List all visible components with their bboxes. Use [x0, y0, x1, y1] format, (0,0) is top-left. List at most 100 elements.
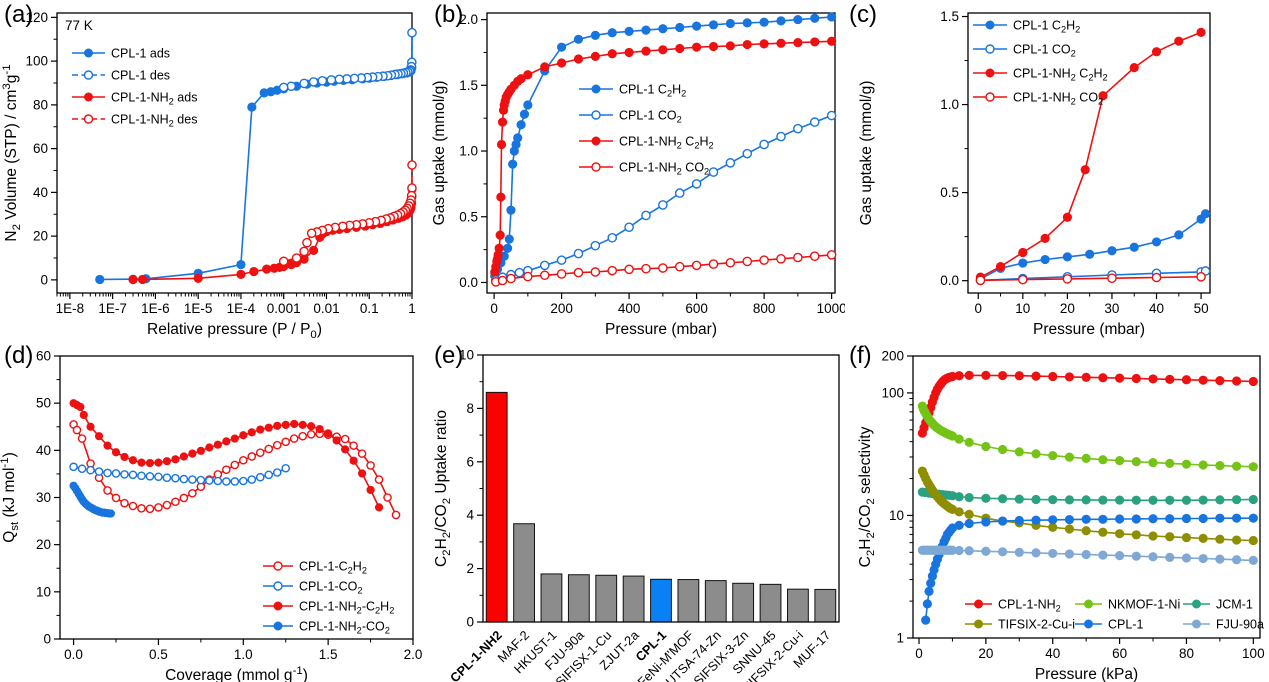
- svg-text:CPL-1-NH2 CO2: CPL-1-NH2 CO2: [619, 160, 709, 176]
- svg-text:0.5: 0.5: [149, 647, 168, 662]
- y-axis: 0.0 0.5 1.0 1.5 2.0: [459, 12, 487, 290]
- y-axis-label: Gas uptake (mmol/g): [858, 81, 875, 226]
- y-axis: 0.0 0.5 1.0 1.5: [940, 9, 968, 288]
- svg-text:40: 40: [1149, 301, 1164, 316]
- svg-text:60: 60: [33, 141, 48, 156]
- svg-text:800: 800: [753, 301, 776, 316]
- panel-c-chart: 0 10 20 30 40 50 0.0 0.5 1.0 1.5 Pressure (mbar) Ga…: [858, 9, 1211, 338]
- legend: CPL-1-NH2 NKMOF-1-Ni JCM-1 TIFSIX-2-Cu-i CPL…: [965, 597, 1264, 631]
- svg-text:80: 80: [33, 97, 48, 112]
- svg-text:1.5: 1.5: [319, 647, 338, 662]
- series-CPL-1-NH2: [917, 370, 1258, 438]
- svg-text:10: 10: [889, 508, 904, 523]
- svg-text:1E-7: 1E-7: [98, 301, 127, 316]
- svg-text:0.0: 0.0: [459, 275, 478, 290]
- svg-text:60: 60: [1112, 646, 1127, 661]
- svg-text:1.0: 1.0: [234, 647, 253, 662]
- svg-text:CPL-1 CO2: CPL-1 CO2: [1013, 42, 1076, 58]
- series-CPL-1-NH2 ads: [128, 184, 417, 285]
- bar-SIFSIX-3-Zn: [732, 582, 755, 623]
- bar-SIFSIX-2-Cu-i: [787, 588, 809, 623]
- svg-text:50: 50: [1194, 301, 1209, 316]
- series-CPL-1-NH2 CO2: [975, 271, 1206, 286]
- y-axis-label: N2 Volume (STP) / cm3g-1: [1, 64, 23, 241]
- x-axis-label: Pressure (mbar): [1033, 321, 1145, 338]
- svg-text:20: 20: [1060, 301, 1075, 316]
- x-axis: 0 200 400 600 800 1000: [490, 293, 845, 316]
- svg-text:4: 4: [466, 508, 474, 523]
- svg-text:30: 30: [36, 490, 51, 505]
- panel-f: (f) 0 20 40 60 80 100 1 10 100 200 Pressure (kPa) C…: [845, 341, 1269, 682]
- svg-text:CPL-1-CO2: CPL-1-CO2: [299, 579, 363, 595]
- svg-text:CPL-1-NH2 C2H2: CPL-1-NH2 C2H2: [1013, 66, 1108, 82]
- bar-MAF-2: [513, 523, 535, 623]
- x-axis-label: Coverage (mmol g-1): [165, 665, 308, 682]
- x-axis-label: Pressure (mbar): [605, 321, 717, 338]
- series-NKMOF-1-Ni: [917, 401, 1258, 472]
- svg-text:0.1: 0.1: [360, 301, 379, 316]
- svg-text:40: 40: [1045, 646, 1060, 661]
- panel-e: (e) CPL-1-NH2 MAF-2 HKUST-1 FJU-90a SIFISX-1…: [430, 341, 845, 682]
- svg-text:0: 0: [466, 615, 474, 630]
- svg-text:1E-6: 1E-6: [141, 301, 170, 316]
- svg-text:0: 0: [490, 301, 498, 316]
- y-axis-label: Qst (kJ mol-1): [0, 452, 21, 543]
- svg-text:100: 100: [881, 385, 904, 400]
- svg-text:CPL-1-NH2: CPL-1-NH2: [998, 597, 1061, 613]
- panel-c-label: (c): [849, 1, 877, 28]
- svg-text:0.01: 0.01: [313, 301, 339, 316]
- svg-text:1.0: 1.0: [459, 144, 478, 159]
- svg-text:10: 10: [1015, 301, 1030, 316]
- svg-text:1.5: 1.5: [459, 78, 478, 93]
- plot-frame: [967, 12, 1211, 294]
- svg-text:600: 600: [685, 301, 708, 316]
- y-axis-label: Gas uptake (mmol/g): [431, 81, 448, 226]
- panel-e-chart: CPL-1-NH2MAF-2HKUST-1FJU-90aSIFISX-1-CuZ…: [433, 348, 840, 682]
- svg-text:20: 20: [978, 646, 993, 661]
- y-axis: 0 2 4 6 8 10: [459, 348, 483, 630]
- svg-text:JCM-1: JCM-1: [1216, 597, 1253, 611]
- panel-b-label: (b): [434, 1, 464, 28]
- bar-SIFISX-1-Cu: [595, 574, 618, 623]
- legend: CPL-1 C2H2 CPL-1 CO2 CPL-1-NH2 C2H2 CPL-1-N…: [973, 18, 1108, 107]
- plot-f: 0 20 40 60 80 100 1 10 100 200 Pressure (kPa) C2H2/…: [857, 349, 1265, 682]
- svg-text:1: 1: [896, 631, 904, 646]
- svg-text:CPL-1-C2H2: CPL-1-C2H2: [299, 559, 367, 575]
- svg-text:200: 200: [881, 349, 904, 364]
- plot-a: 1E-8 1E-7 1E-6 1E-5 1E-4 0.001 0.01 0.1 1 0 20 40 60…: [1, 10, 417, 341]
- svg-text:CPL-1 CO2: CPL-1 CO2: [619, 108, 682, 124]
- svg-text:50: 50: [36, 396, 51, 411]
- svg-text:60: 60: [36, 349, 51, 364]
- svg-text:CPL-1-NH2-C2H2: CPL-1-NH2-C2H2: [299, 599, 394, 615]
- svg-text:80: 80: [1179, 646, 1194, 661]
- svg-text:CPL-1-NH2 CO2: CPL-1-NH2 CO2: [1013, 90, 1103, 106]
- series-FJU-90a: [917, 545, 1258, 565]
- series-CPL-1 CO2: [490, 110, 837, 285]
- svg-text:CPL-1-NH2 C2H2: CPL-1-NH2 C2H2: [619, 134, 714, 150]
- series-CPL-1-NH2-C2H2: [69, 399, 384, 512]
- panel-d-chart: 0.0 0.5 1.0 1.5 2.0 0 10 20 30 40 50 60 Coverage (mm…: [0, 349, 422, 682]
- svg-text:2: 2: [466, 561, 474, 576]
- svg-text:1000: 1000: [817, 301, 845, 316]
- svg-text:CPL-1-NH2-CO2: CPL-1-NH2-CO2: [299, 619, 390, 635]
- series-CPL-1 CO2: [975, 266, 1211, 286]
- legend: CPL-1 ads CPL-1 des CPL-1-NH2 ads CPL-1-NH2…: [72, 46, 197, 129]
- svg-text:1.0: 1.0: [940, 97, 959, 112]
- svg-text:100: 100: [1242, 646, 1265, 661]
- panel-d-label: (d): [4, 342, 34, 369]
- y-axis: 0 20 40 60 80 100 120: [25, 10, 57, 287]
- plot-e: CPL-1-NH2MAF-2HKUST-1FJU-90aSIFISX-1-CuZ…: [433, 348, 840, 682]
- panel-b: (b) 0 200 400 600 800 1000 0.0 0.5 1.0 1.5 2.0 Pres…: [430, 0, 845, 341]
- svg-text:0.0: 0.0: [64, 647, 83, 662]
- panel-b-chart: 0 200 400 600 800 1000 0.0 0.5 1.0 1.5 2.0 Pressure…: [431, 12, 845, 338]
- svg-text:10: 10: [459, 348, 474, 363]
- plot-frame: [486, 12, 836, 294]
- svg-text:CPL-1 des: CPL-1 des: [111, 68, 170, 82]
- svg-text:0.5: 0.5: [459, 209, 478, 224]
- svg-text:1E-8: 1E-8: [56, 301, 85, 316]
- svg-text:400: 400: [618, 301, 641, 316]
- svg-text:2.0: 2.0: [459, 12, 478, 27]
- panel-d: (d) 0.0 0.5 1.0 1.5 2.0 0 10 20 30 40 50 60 Coverage…: [0, 341, 430, 682]
- x-axis: 0 20 40 60 80 100: [915, 638, 1265, 661]
